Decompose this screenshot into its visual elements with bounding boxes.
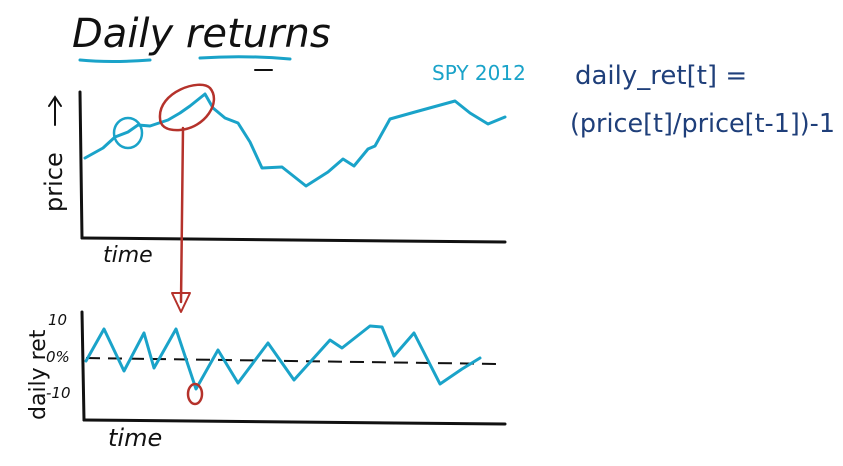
formula-line-1: daily_ret[t] = (575, 61, 747, 91)
bottom-chart-x-axis (82, 418, 507, 426)
zero-baseline (85, 357, 501, 365)
tick-label-zero: 0% (46, 348, 70, 366)
highlight-circle-bottom (186, 382, 204, 406)
tick-label-bottom: -10 (46, 384, 71, 402)
top-chart-x-axis (80, 236, 507, 244)
svg-text:price: price (40, 152, 68, 212)
ylabel-arrow-icon (48, 95, 62, 126)
title-underline-daily (78, 58, 152, 63)
connector-arrow-head-icon (171, 292, 191, 313)
highlight-circle-red (158, 83, 216, 132)
price-series-line (83, 92, 507, 188)
connector-arrow (179, 126, 185, 304)
page-title: Daily returns (72, 11, 331, 57)
top-chart-y-axis (78, 90, 84, 240)
highlight-circle-blue (112, 116, 144, 150)
formula-line-2: (price[t]/price[t-1])-1 (570, 109, 835, 139)
bottom-chart-xlabel: time (108, 424, 162, 452)
bottom-chart-y-axis (80, 310, 86, 422)
title-underline-returns (198, 55, 292, 61)
bottom-chart-ylabel: daily ret (26, 329, 51, 420)
top-chart-xlabel: time (103, 243, 153, 268)
daily-return-series-line (84, 324, 482, 391)
svg-text:daily ret: daily ret (26, 329, 51, 420)
top-chart-ylabel: price (40, 152, 68, 212)
series-label: SPY 2012 (432, 61, 526, 85)
tick-label-top: 10 (48, 311, 67, 329)
